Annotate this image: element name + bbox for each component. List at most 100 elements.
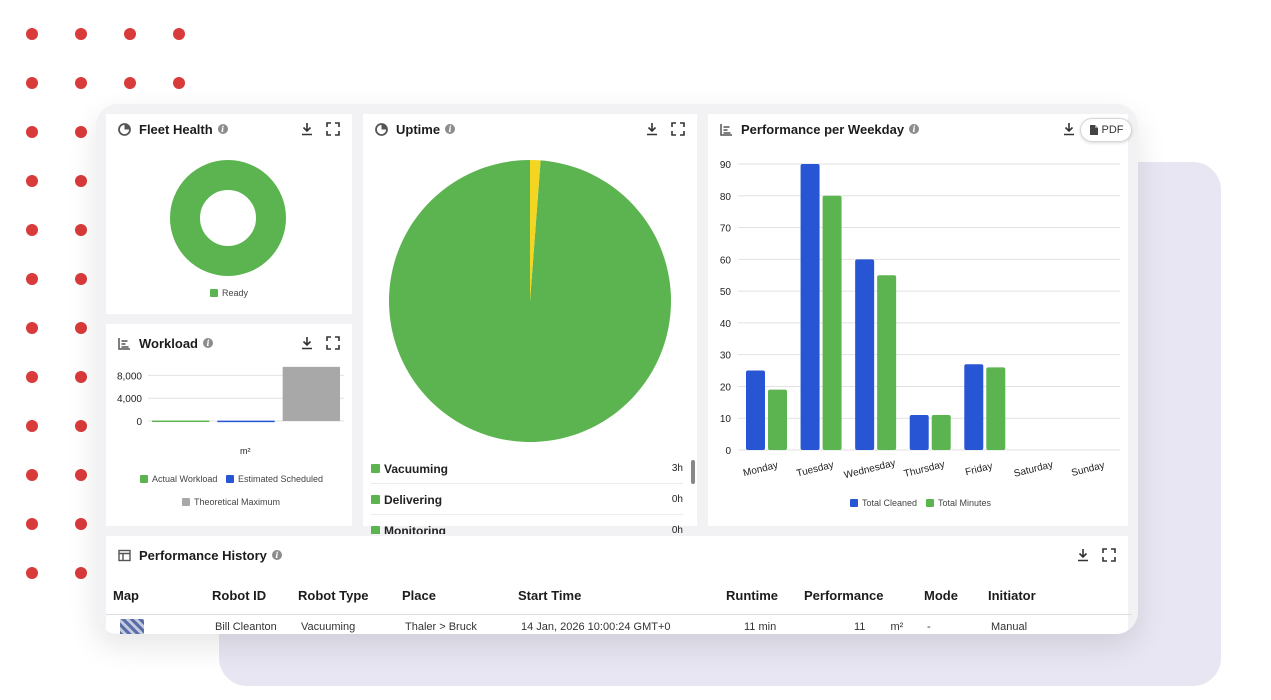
swatch-delivering: [371, 495, 380, 504]
workload-legend-maximum: Theoretical Maximum: [182, 497, 280, 507]
uptime-slice-vacuuming[interactable]: [388, 160, 671, 442]
legend-label-minutes: Total Minutes: [938, 498, 992, 508]
info-icon[interactable]: i: [203, 338, 213, 348]
legend-swatch-cleaned: [850, 499, 858, 507]
download-icon[interactable]: [645, 122, 659, 136]
performance-history-table: Map Robot ID Robot Type Place Start Time…: [106, 578, 1132, 634]
pdf-file-icon: [1089, 124, 1099, 136]
uptime-header: Uptime i: [375, 114, 685, 144]
workload-title: Workload: [139, 335, 198, 351]
weekday-bar-total-minutes[interactable]: [986, 367, 1006, 450]
decorative-dot: [75, 28, 87, 40]
legend-swatch-minutes: [926, 499, 934, 507]
legend-swatch-actual: [140, 475, 148, 483]
download-icon[interactable]: [1062, 122, 1076, 136]
legend-label-cleaned: Total Cleaned: [862, 498, 918, 508]
weekday-y-tick-label: 90: [720, 160, 732, 171]
cell-map[interactable]: [106, 614, 176, 634]
fleet-health-card: Fleet Health i Ready: [106, 114, 352, 314]
info-icon[interactable]: i: [217, 124, 228, 134]
performance-history-title: Performance History: [139, 547, 267, 563]
decorative-dot: [26, 273, 38, 285]
uptime-row-delivering[interactable]: Delivering 0h: [371, 485, 683, 515]
workload-bar[interactable]: [282, 366, 340, 421]
weekday-bar-total-minutes[interactable]: [931, 415, 951, 450]
info-icon[interactable]: i: [271, 550, 282, 560]
column-header-robot-id[interactable]: Robot ID: [176, 578, 298, 615]
weekday-y-tick-label: 10: [720, 414, 732, 425]
weekday-y-tick-label: 30: [720, 351, 732, 362]
cell-robot-type: Vacuuming: [301, 621, 356, 634]
weekday-bar-total-minutes[interactable]: [822, 195, 842, 450]
weekday-bar-total-cleaned[interactable]: [746, 370, 765, 450]
download-icon[interactable]: [300, 336, 314, 350]
column-header-mode[interactable]: Mode: [924, 578, 988, 615]
column-header-runtime[interactable]: Runtime: [694, 578, 782, 615]
decorative-dot: [26, 371, 38, 383]
weekday-x-tick-label: Friday: [964, 461, 994, 478]
decorative-dot: [26, 126, 38, 138]
cell-performance: 11 m²: [782, 614, 924, 634]
workload-chart: 8,000 4,000 0: [117, 366, 344, 428]
table-row[interactable]: Bill Cleanton Vacuuming Thaler > Bruck 1…: [106, 614, 1132, 634]
decorative-dot: [75, 518, 87, 530]
cell-initiator: Manual: [991, 621, 1028, 634]
fullscreen-icon[interactable]: [671, 122, 685, 136]
fleet-health-header: Fleet Health i: [118, 114, 340, 144]
performance-unit: m²: [890, 621, 904, 634]
weekday-x-tick-label: Saturday: [1013, 459, 1055, 479]
column-header-start-time[interactable]: Start Time: [518, 578, 694, 615]
pdf-button-label: PDF: [1101, 124, 1124, 136]
column-header-place[interactable]: Place: [402, 578, 518, 615]
bar-list-icon: [118, 337, 131, 350]
column-header-robot-type[interactable]: Robot Type: [298, 578, 402, 615]
decorative-dot: [26, 322, 38, 334]
uptime-title: Uptime: [396, 121, 441, 137]
workload-card: Workload i 8,000 4,000 0 m² Actual Workloa…: [106, 324, 352, 526]
cell-place: Thaler > Bruck: [405, 621, 477, 634]
decorative-dot: [75, 420, 87, 432]
decorative-dot: [75, 77, 87, 89]
performance-weekday-title: Performance per Weekday: [741, 121, 905, 137]
weekday-x-tick-label: Thursday: [903, 459, 946, 480]
weekday-y-tick-label: 70: [720, 224, 732, 235]
info-icon[interactable]: i: [909, 124, 920, 134]
uptime-scrollbar[interactable]: [691, 460, 695, 484]
weekday-bar-total-minutes[interactable]: [877, 275, 897, 450]
uptime-slice-idle[interactable]: [530, 160, 541, 301]
uptime-row-vacuuming[interactable]: Vacuuming 3h: [371, 454, 683, 484]
legend-swatch-ready: [210, 289, 218, 297]
fullscreen-icon[interactable]: [1102, 548, 1116, 562]
fleet-health-legend: Ready: [210, 288, 248, 298]
map-thumbnail-icon[interactable]: [120, 619, 144, 634]
cell-runtime: 11 min: [744, 621, 777, 634]
decorative-dot: [75, 469, 87, 481]
weekday-y-tick-label: 20: [720, 382, 732, 393]
fullscreen-icon[interactable]: [326, 122, 340, 136]
fleet-health-slice-ready[interactable]: [170, 160, 286, 276]
decorative-dot: [124, 28, 136, 40]
uptime-row-monitoring[interactable]: Monitoring 0h: [371, 516, 683, 534]
info-icon[interactable]: i: [445, 124, 456, 134]
fullscreen-icon[interactable]: [326, 336, 340, 350]
bar-list-icon: [720, 123, 733, 136]
workload-y-tick-label: 8,000: [117, 371, 142, 382]
decorative-dot: [173, 28, 185, 40]
weekday-bar-total-minutes[interactable]: [768, 389, 787, 450]
weekday-bar-total-cleaned[interactable]: [964, 364, 984, 450]
decorative-dot: [26, 420, 38, 432]
weekday-bar-total-cleaned[interactable]: [909, 415, 929, 450]
download-icon[interactable]: [300, 122, 314, 136]
column-header-initiator[interactable]: Initiator: [988, 578, 1132, 615]
weekday-bar-total-cleaned[interactable]: [855, 259, 875, 450]
column-header-performance[interactable]: Performance: [782, 578, 924, 615]
workload-bar[interactable]: [217, 420, 275, 423]
column-header-map[interactable]: Map: [106, 578, 176, 615]
pdf-export-button[interactable]: PDF: [1080, 118, 1132, 142]
decorative-dot: [26, 518, 38, 530]
download-icon[interactable]: [1076, 548, 1090, 562]
decorative-dot: [173, 77, 185, 89]
cell-mode: -: [927, 621, 931, 634]
workload-bar[interactable]: [152, 420, 210, 423]
weekday-bar-total-cleaned[interactable]: [800, 164, 820, 450]
